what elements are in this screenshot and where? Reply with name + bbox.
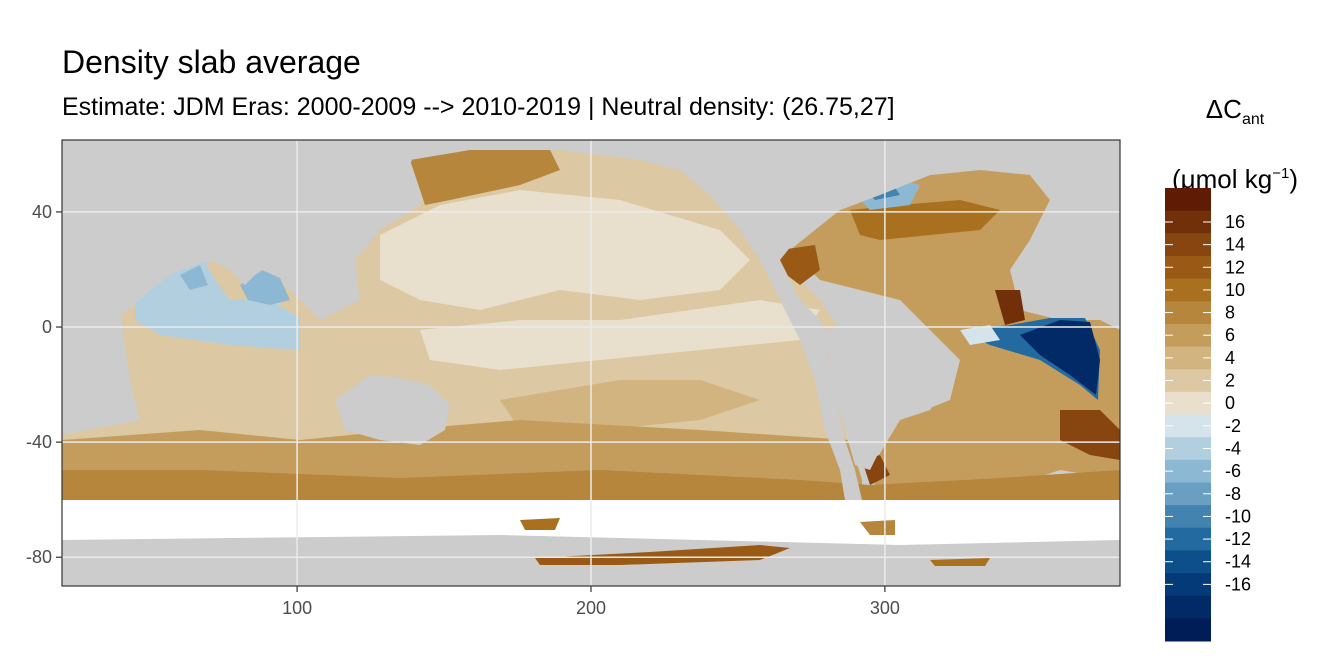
colorbar-segment: [1165, 550, 1211, 574]
legend-title: ΔCant (μmol kg−1): [1150, 82, 1320, 206]
pacific-light-band: [380, 190, 750, 310]
land-south-america: [825, 320, 950, 470]
colorbar-segment: [1165, 346, 1211, 370]
colorbar-label: 12: [1225, 257, 1245, 277]
north-pacific-high: [410, 150, 560, 205]
x-tick-label: 100: [282, 598, 312, 618]
brazil-current-neutral: [960, 325, 1000, 345]
west-africa-high: [995, 290, 1025, 325]
colorbar-segment: [1165, 595, 1211, 619]
gulf-of-mexico-high: [780, 245, 820, 285]
legend-variable: ΔCant: [1205, 94, 1265, 128]
arabian-core-negative: [180, 265, 208, 290]
colorbar-label: 8: [1225, 303, 1235, 323]
x-tick-label: 300: [870, 598, 900, 618]
colorbar-label: -2: [1225, 416, 1241, 436]
colorbar-label: 10: [1225, 280, 1245, 300]
colorbar-segment: [1165, 459, 1211, 483]
y-tick-label: -40: [26, 432, 52, 452]
colorbar-segment: [1165, 505, 1211, 529]
colorbar-segment: [1165, 210, 1211, 234]
colorbar-label: -8: [1225, 484, 1241, 504]
colorbar-segment: [1165, 618, 1211, 642]
bay-of-bengal-negative: [240, 270, 290, 305]
equatorial-light-band: [420, 300, 820, 370]
colorbar-label: 2: [1225, 371, 1235, 391]
colorbar-segment: [1165, 414, 1211, 438]
colorbar-segment: [1165, 391, 1211, 415]
land-europe-africa: [1010, 165, 1120, 320]
colorbar-label: 14: [1225, 235, 1245, 255]
equatorial-atlantic-core: [1020, 320, 1100, 395]
north-atlantic-high: [850, 200, 1000, 240]
colorbar-label: -4: [1225, 438, 1241, 458]
colorbar-segment: [1165, 255, 1211, 280]
arabian-sea-negative: [135, 262, 300, 350]
ross-shelf-high: [535, 545, 790, 565]
colorbar-label: -14: [1225, 552, 1251, 572]
x-tick-label: 200: [576, 598, 606, 618]
colorbar-segment: [1165, 278, 1211, 302]
colorbar-label: -16: [1225, 574, 1251, 594]
y-tick-label: 0: [42, 317, 52, 337]
colorbar-label: 16: [1225, 212, 1245, 232]
y-tick-label: 40: [32, 202, 52, 222]
colorbar-label: 4: [1225, 348, 1235, 368]
colorbar-label: 0: [1225, 393, 1235, 413]
colorbar-segment: [1165, 573, 1211, 597]
gridlines: [62, 140, 1120, 586]
land-eurasia: [62, 140, 420, 320]
land-americas: [640, 140, 1120, 500]
colorbar-segment: [1165, 188, 1211, 212]
map-panel: [62, 140, 1120, 586]
plot-subtitle: Estimate: JDM Eras: 2000-2009 --> 2010-2…: [62, 93, 895, 121]
colorbar-label: -6: [1225, 461, 1241, 481]
colorbar-label: 6: [1225, 325, 1235, 345]
colorbar-label: -12: [1225, 529, 1251, 549]
colorbar-label: -10: [1225, 506, 1251, 526]
south-atlantic-high: [1060, 410, 1120, 460]
ocean-atlantic: [790, 170, 1120, 500]
land-australia: [335, 375, 450, 445]
colorbar-segment: [1165, 527, 1211, 551]
colorbar-segment: [1165, 369, 1211, 393]
plot-title: Density slab average: [62, 44, 361, 80]
south-pacific-band: [500, 380, 760, 430]
colorbar-segment: [1165, 301, 1211, 325]
colorbar-segment: [1165, 323, 1211, 348]
land-africa-east: [62, 310, 140, 435]
ross-sea-high: [520, 518, 560, 530]
colorbar-segment: [1165, 233, 1211, 257]
y-tick-label: -80: [26, 547, 52, 567]
colorbar-segment: [1165, 437, 1211, 461]
legend-unit: (μmol kg−1): [1172, 164, 1298, 194]
colorbar-segment: [1165, 482, 1211, 506]
weddell-high: [860, 520, 895, 535]
weddell-shelf-high: [930, 558, 990, 566]
